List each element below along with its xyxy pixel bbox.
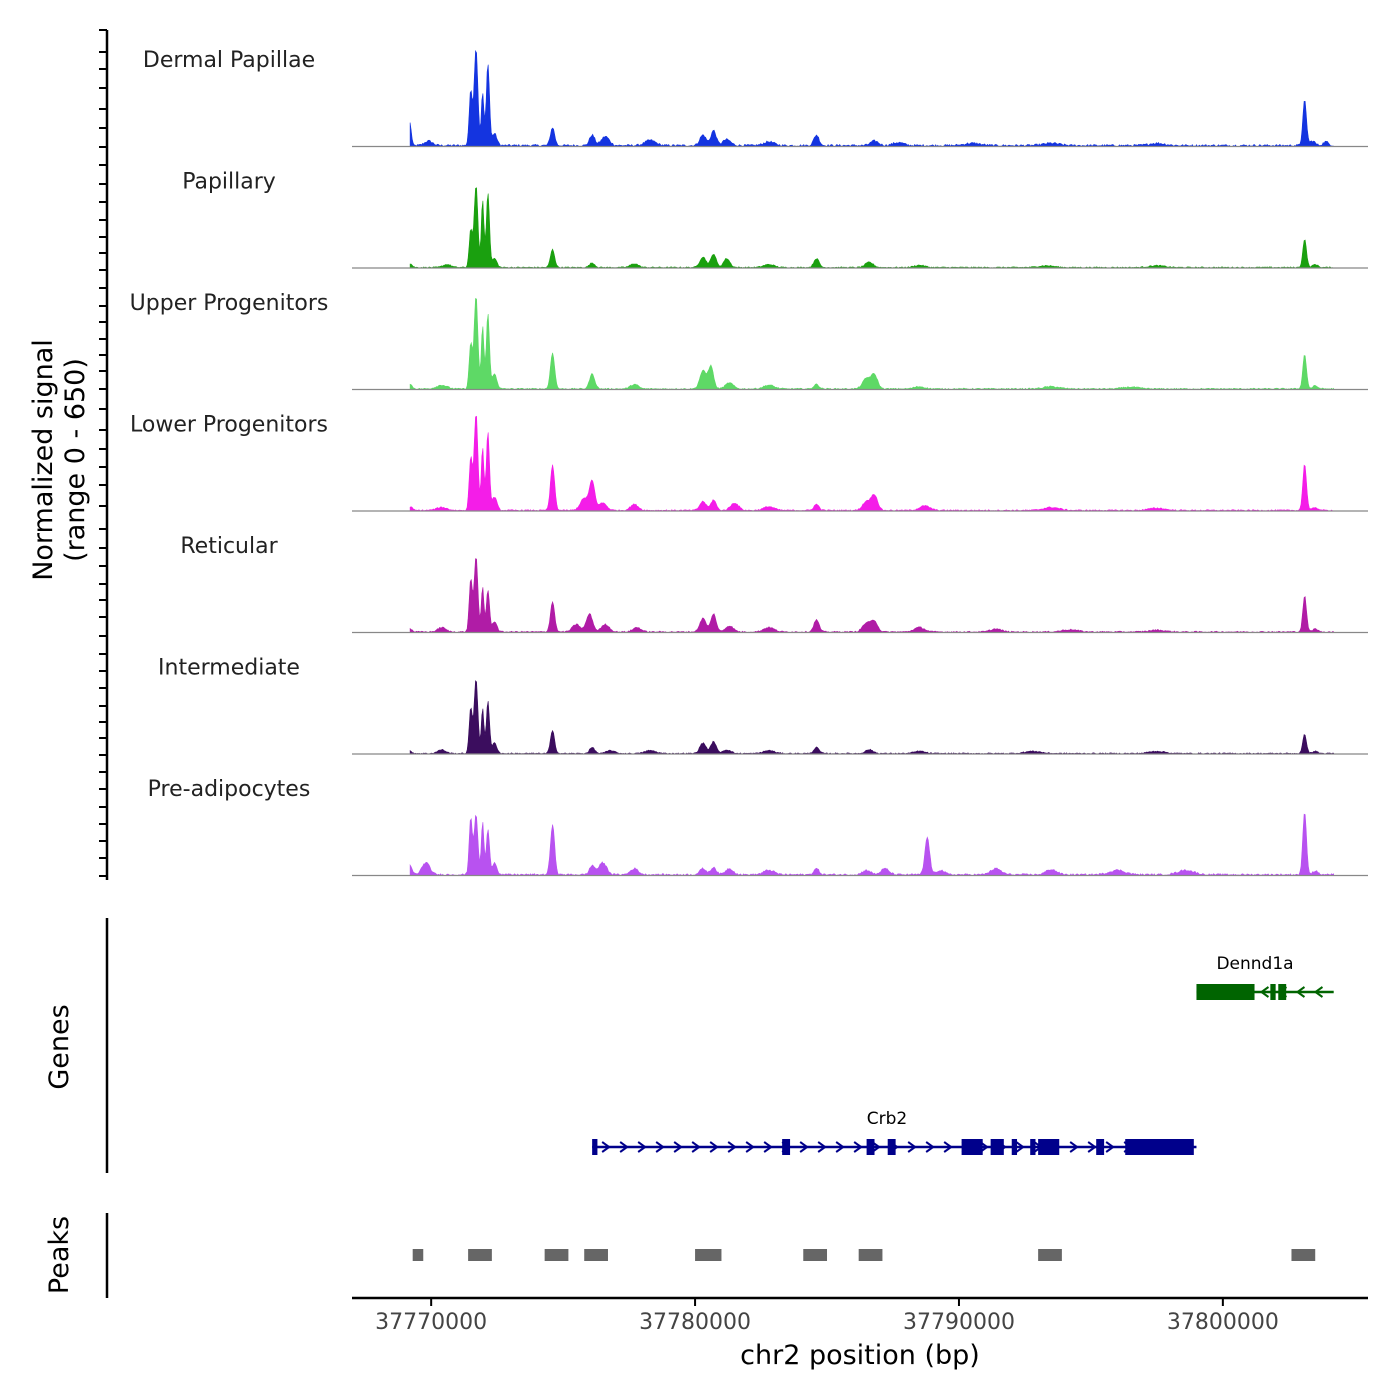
track-pre-adipocytes: Pre-adipocytes	[148, 777, 1368, 877]
strand-arrow	[817, 1141, 827, 1153]
peaks-track-label: Peaks	[44, 1216, 75, 1294]
x-axis-ticks: 37770000 37780000 37790000 37800000	[375, 1298, 1279, 1335]
gene-exon	[887, 1139, 896, 1155]
track-label: Upper Progenitors	[130, 291, 329, 316]
strand-arrow	[1015, 1141, 1025, 1153]
peak-region-6	[858, 1249, 883, 1261]
x-tick-label-0: 37770000	[375, 1310, 487, 1335]
track-papillary: Papillary	[182, 170, 1368, 269]
gene-dennd1a: Dennd1a	[1196, 954, 1334, 1000]
gene-exon	[1278, 984, 1287, 1000]
track-label: Papillary	[182, 170, 276, 195]
strand-arrow	[853, 1141, 863, 1153]
track-reticular: Reticular	[180, 534, 1368, 634]
x-tick-label-3: 37800000	[1167, 1310, 1279, 1335]
strand-arrow	[763, 1141, 773, 1153]
strand-arrow	[799, 1141, 809, 1153]
signal-tracks: Dermal Papillae Papillary Upper Progenitor…	[130, 48, 1368, 877]
gene-exon	[1125, 1139, 1194, 1155]
track-dermal-papillae: Dermal Papillae	[143, 48, 1368, 148]
signal-area	[409, 298, 1334, 390]
strand-arrow	[925, 1141, 935, 1153]
strand-arrow	[943, 1141, 953, 1153]
strand-arrow	[1259, 986, 1270, 998]
gene-exon	[1030, 1139, 1036, 1155]
gene-track: Crb2 Dennd1a	[592, 954, 1334, 1155]
gene-exon	[990, 1139, 1004, 1155]
gene-exon	[866, 1139, 875, 1155]
peak-region-5	[803, 1249, 828, 1261]
strand-arrow	[745, 1141, 755, 1153]
peak-region-8	[1291, 1249, 1316, 1261]
track-intermediate: Intermediate	[158, 656, 1368, 755]
signal-y-axis-ticks	[99, 29, 107, 877]
strand-arrow	[709, 1141, 719, 1153]
strand-arrow	[907, 1141, 917, 1153]
y-axis-title-line2: (range 0 - 650)	[60, 358, 91, 562]
gene-label: Dennd1a	[1216, 954, 1293, 974]
gene-exon	[1011, 1139, 1018, 1155]
peak-region-7	[1038, 1249, 1062, 1261]
strand-arrow	[673, 1141, 683, 1153]
gene-exon	[1196, 984, 1255, 1000]
signal-area	[409, 49, 1334, 148]
gene-crb2: Crb2	[592, 1109, 1197, 1155]
strand-arrow	[1313, 986, 1324, 998]
strand-arrow	[619, 1141, 629, 1153]
gene-exon	[782, 1139, 791, 1155]
strand-arrow	[835, 1141, 845, 1153]
track-label: Intermediate	[158, 656, 300, 681]
track-lower-progenitors: Lower Progenitors	[130, 413, 1368, 512]
gene-exon	[961, 1139, 983, 1155]
strand-arrow	[727, 1141, 737, 1153]
strand-arrow	[1295, 986, 1306, 998]
genes-track-label: Genes	[44, 1004, 75, 1089]
track-label: Dermal Papillae	[143, 48, 315, 73]
track-upper-progenitors: Upper Progenitors	[130, 291, 1368, 391]
gene-exon	[1038, 1139, 1060, 1155]
track-label: Pre-adipocytes	[148, 777, 311, 802]
x-tick-label-1: 37780000	[639, 1310, 751, 1335]
strand-arrow	[1069, 1141, 1079, 1153]
strand-arrow	[1087, 1141, 1097, 1153]
peak-track	[412, 1249, 1316, 1261]
peak-region-1	[468, 1249, 492, 1261]
gene-label: Crb2	[867, 1109, 907, 1129]
gene-exon	[1096, 1139, 1105, 1155]
peak-region-3	[584, 1249, 608, 1261]
strand-arrow	[601, 1141, 611, 1153]
peak-region-0	[412, 1249, 424, 1261]
strand-arrow	[655, 1141, 665, 1153]
y-axis-title-line1: Normalized signal	[28, 339, 59, 581]
track-label: Reticular	[180, 534, 278, 559]
signal-area	[409, 415, 1334, 512]
gene-exon	[592, 1139, 598, 1155]
strand-arrow	[637, 1141, 647, 1153]
signal-area	[409, 813, 1334, 876]
strand-arrow	[691, 1141, 701, 1153]
x-tick-label-2: 37790000	[903, 1310, 1015, 1335]
peak-region-2	[544, 1249, 569, 1261]
x-axis-title: chr2 position (bp)	[740, 1340, 980, 1371]
strand-arrow	[1105, 1141, 1115, 1153]
gene-exon	[1270, 984, 1276, 1000]
track-label: Lower Progenitors	[130, 413, 328, 438]
peak-region-4	[695, 1249, 722, 1261]
